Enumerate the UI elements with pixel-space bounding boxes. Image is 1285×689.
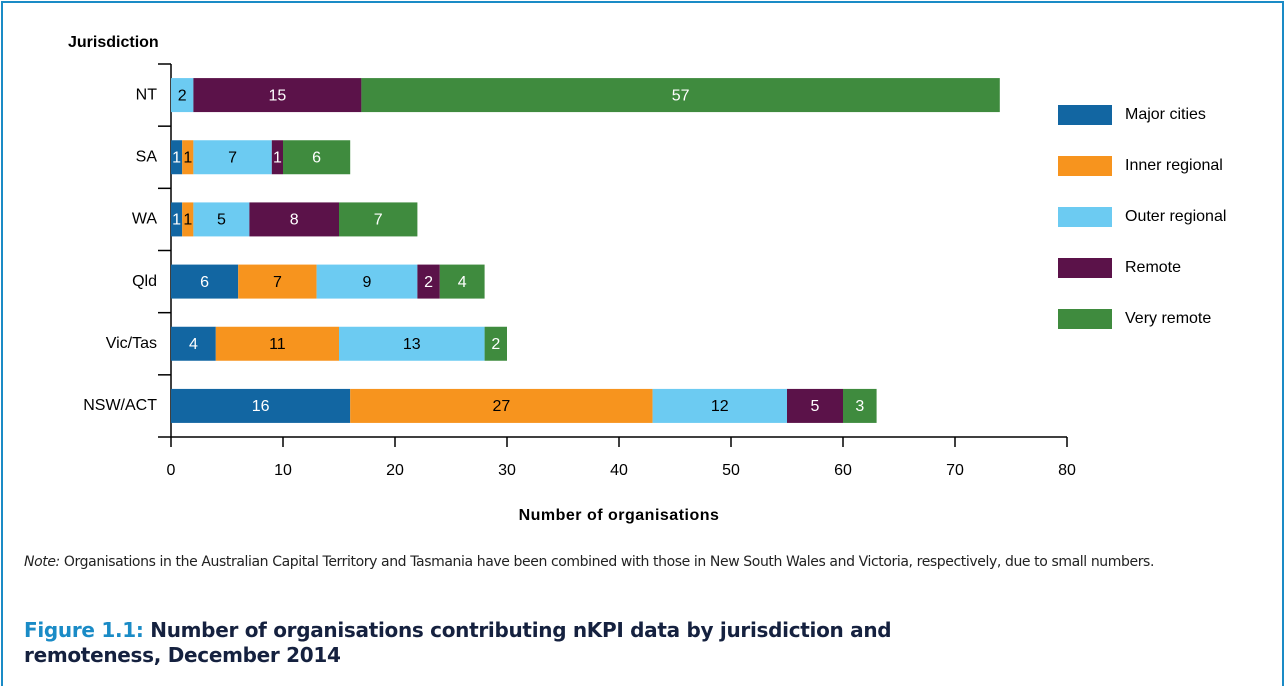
figure-caption: Figure 1.1: Number of organisations cont…	[24, 618, 1024, 668]
value-label: 2	[424, 274, 433, 291]
bar-segment	[417, 264, 440, 299]
y-tick-label: Qld	[132, 273, 157, 290]
y-tick-label: Vic/Tas	[106, 335, 157, 352]
value-label: 1	[273, 149, 282, 166]
legend-label: Remote	[1125, 259, 1181, 276]
x-tick-label: 80	[1058, 462, 1076, 479]
legend-label: Major cities	[1125, 106, 1206, 123]
bar-segment	[652, 388, 787, 423]
value-label: 7	[273, 274, 282, 291]
bar-segment	[171, 140, 183, 175]
value-label: 5	[811, 398, 820, 415]
value-label: 8	[290, 212, 299, 229]
x-tick-label: 50	[722, 462, 740, 479]
x-tick-label: 30	[498, 462, 516, 479]
bar-segment	[339, 326, 485, 361]
note-label: Note:	[24, 554, 60, 570]
bar-segment	[171, 264, 239, 299]
value-label: 7	[228, 149, 237, 166]
bar-segment	[182, 202, 194, 237]
legend-swatch	[1058, 156, 1112, 176]
value-label: 16	[252, 398, 270, 415]
note: Note: Organisations in the Australian Ca…	[24, 553, 1204, 571]
caption-text: Number of organisations contributing nKP…	[24, 618, 892, 667]
legend-swatch	[1058, 309, 1112, 329]
x-tick-label: 0	[167, 462, 176, 479]
bar-segment	[283, 140, 351, 175]
bar-segment	[171, 78, 194, 113]
note-text: Organisations in the Australian Capital …	[63, 554, 1155, 570]
value-label: 2	[178, 87, 187, 104]
bar-segment	[193, 140, 272, 175]
value-label: 12	[711, 398, 729, 415]
y-tick-label: NT	[136, 86, 158, 103]
legend-label: Inner regional	[1125, 157, 1223, 174]
value-label: 4	[189, 336, 198, 353]
x-tick-label: 10	[274, 462, 292, 479]
x-tick-label: 70	[946, 462, 964, 479]
value-label: 1	[172, 149, 181, 166]
legend-label: Outer regional	[1125, 208, 1226, 225]
bar-segment	[238, 264, 317, 299]
bar-segment	[182, 140, 194, 175]
value-label: 6	[200, 274, 209, 291]
value-label: 7	[374, 212, 383, 229]
bar-segment	[316, 264, 418, 299]
value-label: 9	[363, 274, 372, 291]
bar-segment	[484, 326, 507, 361]
y-tick-label: NSW/ACT	[83, 397, 157, 414]
bar-segment	[171, 202, 183, 237]
x-tick-label: 40	[610, 462, 628, 479]
value-label: 57	[672, 87, 690, 104]
legend-label: Very remote	[1125, 310, 1211, 327]
caption-label: Figure 1.1:	[24, 618, 144, 642]
bar-segment	[193, 202, 250, 237]
bar-segment	[361, 78, 1000, 113]
bar-segment	[215, 326, 339, 361]
bar-segment	[249, 202, 339, 237]
y-axis-title: Jurisdiction	[68, 34, 159, 51]
value-label: 1	[172, 212, 181, 229]
value-label: 1	[183, 212, 192, 229]
bar-segment	[843, 388, 877, 423]
value-label: 11	[269, 336, 286, 353]
value-label: 27	[493, 398, 511, 415]
x-tick-label: 60	[834, 462, 852, 479]
value-label: 13	[403, 336, 421, 353]
value-label: 2	[491, 336, 500, 353]
value-label: 4	[458, 274, 467, 291]
value-label: 1	[183, 149, 192, 166]
bar-segment	[339, 202, 418, 237]
bar-segment	[439, 264, 485, 299]
legend-swatch	[1058, 258, 1112, 278]
legend-swatch	[1058, 105, 1112, 125]
bar-segment	[193, 78, 362, 113]
y-tick-label: WA	[132, 211, 158, 228]
legend-swatch	[1058, 207, 1112, 227]
y-tick-label: SA	[136, 148, 158, 165]
bar-segment	[171, 388, 351, 423]
x-tick-label: 20	[386, 462, 404, 479]
bar-segment	[271, 140, 283, 175]
x-axis-title: Number of organisations	[519, 507, 720, 524]
bar-segment	[787, 388, 843, 423]
value-label: 6	[312, 149, 321, 166]
value-label: 5	[217, 212, 226, 229]
value-label: 15	[269, 87, 287, 104]
bar-segment	[171, 326, 216, 361]
value-label: 3	[855, 398, 864, 415]
bar-segment	[350, 388, 653, 423]
